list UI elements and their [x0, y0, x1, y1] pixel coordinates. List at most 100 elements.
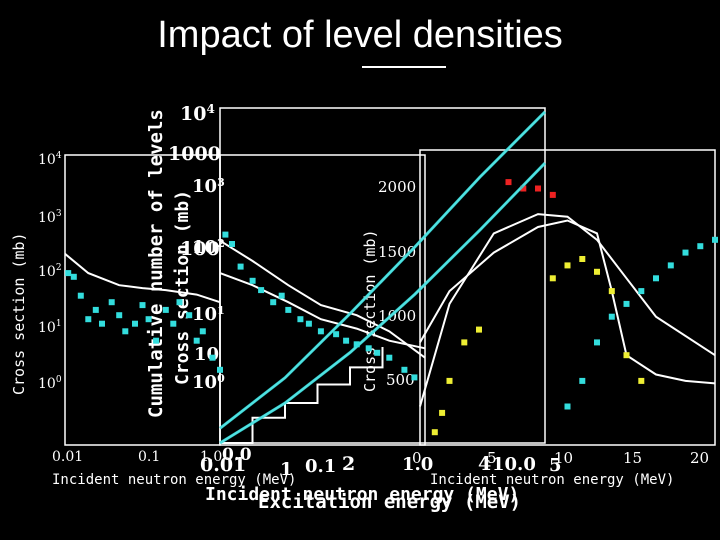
panel-d-frame	[419, 149, 716, 446]
panel-c-data-point	[285, 306, 292, 313]
panel-a-ylabel: Cross section (mb)	[10, 232, 28, 395]
panel-d-data-point	[608, 288, 615, 295]
panel-c-data-point	[411, 374, 418, 381]
panel-a-data-point	[77, 292, 84, 299]
panel-c-data-point	[365, 345, 372, 352]
panel-c-data-point	[222, 231, 229, 238]
panel-c-model-curve	[219, 272, 426, 350]
panel-a-ytick: 100	[38, 375, 62, 392]
panel-c-data-point	[229, 241, 235, 247]
panel-d-data-point	[549, 191, 556, 198]
panel-a-ytick: 103	[38, 209, 62, 226]
panel-a-data-point	[170, 320, 177, 327]
panel-d-data-point	[594, 268, 600, 275]
panel-d-data-point	[623, 352, 630, 359]
chart-marks	[64, 110, 718, 445]
panel-c-data-point	[386, 354, 393, 361]
panel-d-xtick: 20	[690, 449, 709, 467]
panel-d-ytick: 2000	[378, 178, 416, 196]
panel-d-data-point	[638, 377, 645, 384]
panel-c-data-point	[401, 366, 408, 373]
panel-b-xtick: 0.01	[200, 454, 246, 476]
panel-d-data-point	[579, 256, 586, 262]
panel-c-data-point	[374, 349, 381, 356]
panel-c-data-point	[258, 287, 265, 294]
panel-d-data-point	[461, 339, 468, 346]
panel-d-data-point	[476, 326, 482, 333]
panel-b-ytick: 100	[180, 238, 220, 260]
panel-c-ytick: 101	[192, 304, 225, 325]
panel-d-data-point	[446, 377, 453, 384]
panel-d-data-point	[623, 300, 630, 307]
panel-c-xlabel: Incident neutron energy (MeV)	[205, 484, 519, 505]
panel-a-ytick: 104	[38, 151, 62, 168]
panel-d-data-point	[667, 262, 674, 269]
panel-a-data-point	[85, 316, 92, 323]
panel-d-model-curve	[419, 219, 716, 385]
panel-a-data-point	[162, 306, 169, 313]
panel-c-data-point	[249, 277, 256, 284]
panel-d-data-point	[505, 179, 512, 186]
panel-d-data-point	[439, 409, 446, 416]
panel-d-model-curve	[419, 213, 716, 407]
panel-a-data-point	[186, 312, 193, 319]
panel-a-data-point	[108, 299, 115, 306]
panel-c-xtick: 1	[280, 459, 293, 480]
panel-d-data-point	[549, 275, 556, 282]
panel-a-data-point	[193, 337, 200, 344]
panel-c-xtick: 0.1	[305, 456, 336, 477]
panel-c-data-point	[278, 292, 285, 299]
panel-a-frame	[64, 154, 221, 446]
panel-a-ytick: 102	[38, 263, 62, 280]
panel-c-ylabel: Cross section (mb)	[172, 190, 193, 385]
panel-d-ytick: 500	[386, 371, 415, 389]
panel-d-data-point	[697, 243, 704, 250]
panel-a-ytick: 101	[38, 319, 62, 336]
title-underline	[362, 66, 446, 68]
panel-a-data-point	[92, 306, 99, 313]
panel-c-data-point	[270, 299, 277, 306]
panel-a-data-point	[122, 328, 129, 335]
panel-c-ytick: 100	[192, 372, 225, 393]
panel-a-data-point	[65, 270, 72, 277]
panel-a-data-point	[209, 354, 216, 361]
panel-c-data-point	[333, 331, 340, 338]
panel-a-data-point	[176, 299, 183, 306]
panel-d-xtick: 5	[487, 449, 497, 467]
panel-a-xlabel: Incident neutron energy (MeV)	[52, 472, 296, 488]
panel-b-ylabel: Cumulative number of levels	[145, 109, 167, 418]
panel-c-xtick: 0.0	[222, 445, 252, 465]
panel-a-data-point	[132, 320, 138, 327]
panel-a-data-point	[217, 366, 223, 373]
panel-b-ytick: 1000	[168, 143, 221, 165]
panel-c-data-point	[353, 341, 360, 348]
panel-d-xtick: 0	[412, 449, 422, 467]
panel-d-xtick: 5	[549, 455, 562, 476]
panel-c-data-point	[305, 320, 312, 327]
panel-c-model-curve	[219, 239, 426, 359]
panel-d-data-point	[431, 429, 438, 436]
panel-b-xtick: 2	[342, 453, 355, 475]
panel-d-data-point	[594, 339, 600, 346]
panel-b-model-band	[219, 110, 547, 430]
panel-a-xtick: 0.1	[138, 449, 160, 465]
panel-c-frame	[219, 154, 426, 446]
panel-c-ytick: 102	[192, 237, 225, 258]
panel-a-data-point	[116, 312, 123, 319]
panel-b-level-staircase-curve	[220, 347, 384, 444]
panel-d-xtick: 15	[623, 449, 642, 467]
panel-a-data-point	[145, 316, 152, 323]
panel-b-xlabel: Excitation energy (MeV)	[258, 491, 521, 513]
panel-a-xtick: 1.0	[200, 449, 222, 465]
slide-title: Impact of level densities	[157, 14, 563, 56]
panel-a-data-point	[199, 328, 206, 335]
panel-d-data-point	[682, 249, 689, 256]
panel-d-data-point	[535, 185, 541, 192]
panel-d-data-point	[564, 403, 571, 410]
panel-a-data-point	[70, 273, 77, 280]
panel-b-model-curve	[219, 162, 546, 444]
panel-d-data-point	[638, 288, 645, 295]
panel-a-xtick: 0.01	[52, 449, 83, 465]
panel-c-ytick: 10	[194, 344, 219, 365]
